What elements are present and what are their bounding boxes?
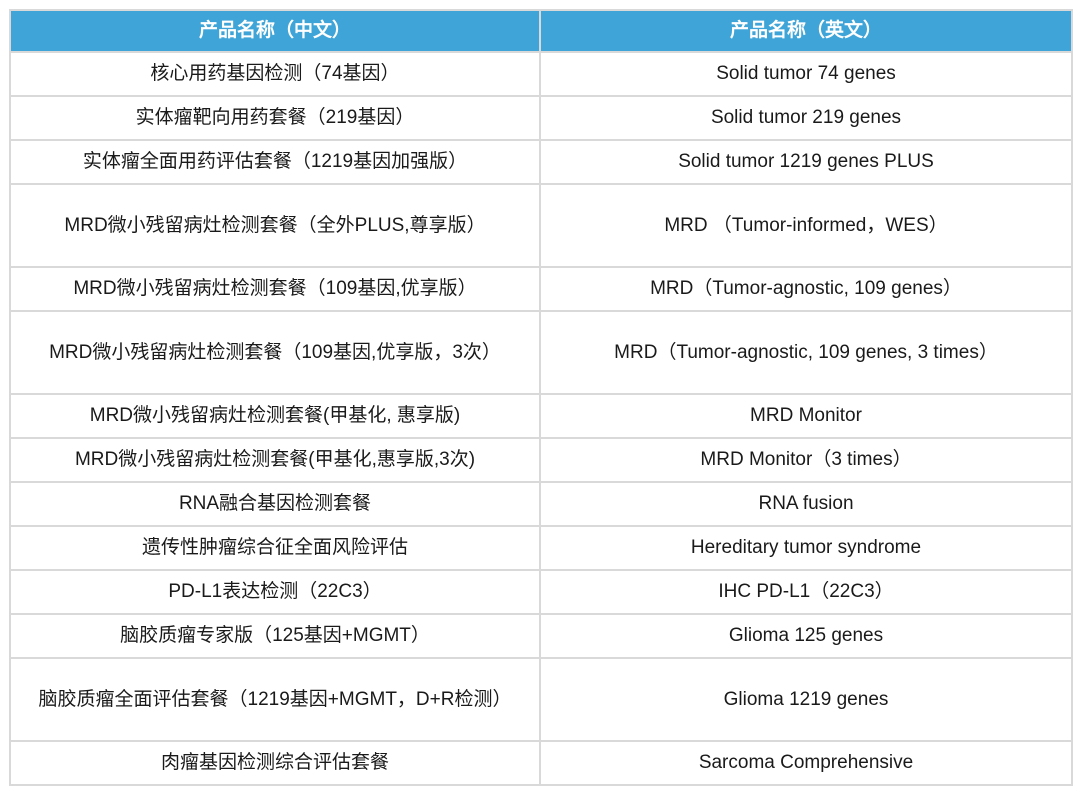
table-row: 肉瘤基因检测综合评估套餐 Sarcoma Comprehensive (9, 740, 1073, 786)
cell-chinese-name: 肉瘤基因检测综合评估套餐 (9, 740, 541, 786)
cell-chinese-name: MRD微小残留病灶检测套餐（109基因,优享版，3次） (9, 310, 541, 395)
cell-english-name: Glioma 125 genes (539, 613, 1073, 659)
cell-chinese-name: MRD微小残留病灶检测套餐（109基因,优享版） (9, 266, 541, 312)
table-row: 核心用药基因检测（74基因） Solid tumor 74 genes (9, 51, 1073, 97)
cell-chinese-name: 遗传性肿瘤综合征全面风险评估 (9, 525, 541, 571)
product-name-table: 产品名称（中文） 产品名称（英文） 核心用药基因检测（74基因） Solid tu… (9, 9, 1073, 786)
table-row: PD-L1表达检测（22C3） IHC PD-L1（22C3） (9, 569, 1073, 615)
cell-english-name: MRD （Tumor-informed，WES） (539, 183, 1073, 268)
header-chinese-name: 产品名称（中文） (9, 9, 541, 53)
cell-chinese-name: 核心用药基因检测（74基因） (9, 51, 541, 97)
cell-english-name: IHC PD-L1（22C3） (539, 569, 1073, 615)
cell-chinese-name: MRD微小残留病灶检测套餐(甲基化, 惠享版) (9, 393, 541, 439)
table-row: 遗传性肿瘤综合征全面风险评估 Hereditary tumor syndrome (9, 525, 1073, 571)
cell-english-name: MRD（Tumor-agnostic, 109 genes） (539, 266, 1073, 312)
table-row: RNA融合基因检测套餐 RNA fusion (9, 481, 1073, 527)
cell-chinese-name: 实体瘤全面用药评估套餐（1219基因加强版） (9, 139, 541, 185)
table-header-row: 产品名称（中文） 产品名称（英文） (9, 9, 1073, 53)
header-english-name: 产品名称（英文） (539, 9, 1073, 53)
cell-chinese-name: RNA融合基因检测套餐 (9, 481, 541, 527)
cell-english-name: Solid tumor 1219 genes PLUS (539, 139, 1073, 185)
table-row: 脑胶质瘤专家版（125基因+MGMT） Glioma 125 genes (9, 613, 1073, 659)
table-row: 脑胶质瘤全面评估套餐（1219基因+MGMT，D+R检测） Glioma 1219… (9, 657, 1073, 742)
table-row: 实体瘤靶向用药套餐（219基因） Solid tumor 219 genes (9, 95, 1073, 141)
table-row: MRD微小残留病灶检测套餐(甲基化,惠享版,3次) MRD Monitor（3 t… (9, 437, 1073, 483)
table-row: MRD微小残留病灶检测套餐(甲基化, 惠享版) MRD Monitor (9, 393, 1073, 439)
cell-english-name: MRD Monitor (539, 393, 1073, 439)
cell-chinese-name: 实体瘤靶向用药套餐（219基因） (9, 95, 541, 141)
cell-english-name: Solid tumor 74 genes (539, 51, 1073, 97)
table-row: 实体瘤全面用药评估套餐（1219基因加强版） Solid tumor 1219 g… (9, 139, 1073, 185)
cell-chinese-name: 脑胶质瘤全面评估套餐（1219基因+MGMT，D+R检测） (9, 657, 541, 742)
cell-english-name: Sarcoma Comprehensive (539, 740, 1073, 786)
cell-chinese-name: 脑胶质瘤专家版（125基因+MGMT） (9, 613, 541, 659)
table-row: MRD微小残留病灶检测套餐（全外PLUS,尊享版） MRD （Tumor-info… (9, 183, 1073, 268)
cell-english-name: Hereditary tumor syndrome (539, 525, 1073, 571)
cell-chinese-name: PD-L1表达检测（22C3） (9, 569, 541, 615)
table-row: MRD微小残留病灶检测套餐（109基因,优享版） MRD（Tumor-agnost… (9, 266, 1073, 312)
cell-english-name: MRD（Tumor-agnostic, 109 genes, 3 times） (539, 310, 1073, 395)
cell-english-name: Solid tumor 219 genes (539, 95, 1073, 141)
cell-english-name: Glioma 1219 genes (539, 657, 1073, 742)
cell-chinese-name: MRD微小残留病灶检测套餐（全外PLUS,尊享版） (9, 183, 541, 268)
cell-english-name: RNA fusion (539, 481, 1073, 527)
cell-english-name: MRD Monitor（3 times） (539, 437, 1073, 483)
cell-chinese-name: MRD微小残留病灶检测套餐(甲基化,惠享版,3次) (9, 437, 541, 483)
table-row: MRD微小残留病灶检测套餐（109基因,优享版，3次） MRD（Tumor-agn… (9, 310, 1073, 395)
